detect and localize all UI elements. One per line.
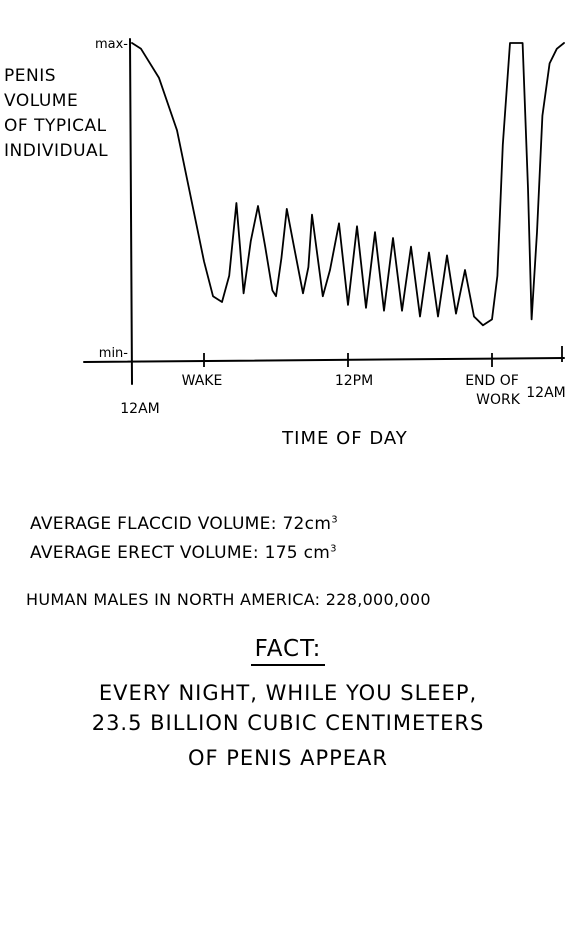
x-tick-label-end-of-work: END OF: [465, 373, 519, 389]
x-tick-label-noon: 12PM: [335, 373, 373, 389]
stat-erect-unit: cm: [303, 543, 331, 563]
stat-erect: AVERAGE ERECT VOLUME: 175 cm3: [30, 543, 337, 563]
y-axis-label-line-2: VOLUME: [4, 91, 79, 111]
y-axis-line: [129, 38, 133, 385]
stat-erect-exp: 3: [330, 543, 337, 555]
y-axis-label-line-1: PENIS: [4, 66, 57, 86]
x-axis-line: [83, 357, 565, 363]
y-tick-max: max-: [95, 37, 128, 52]
chart-axes: [83, 38, 565, 385]
x-tick-label-wake: WAKE: [182, 373, 223, 389]
fact-line-1: EVERY NIGHT, WHILE YOU SLEEP,: [98, 681, 478, 705]
fact-title-text: FACT:: [250, 636, 326, 666]
y-axis-label-line-3: OF TYPICAL: [4, 116, 107, 136]
stat-flaccid-label: AVERAGE FLACCID VOLUME:: [30, 514, 277, 534]
x-axis-label: TIME OF DAY: [281, 428, 408, 449]
stat-flaccid-unit: cm: [304, 514, 332, 534]
stat-males: HUMAN MALES IN NORTH AMERICA: 228,000,00…: [26, 590, 431, 609]
chart-series: [131, 42, 565, 327]
stat-erect-label: AVERAGE ERECT VOLUME:: [30, 543, 259, 563]
stat-flaccid-value: 72: [282, 514, 305, 534]
fact-title: FACT:: [0, 636, 576, 666]
stat-flaccid-exp: 3: [331, 514, 338, 526]
fact-line-3: OF PENIS APPEAR: [187, 746, 389, 770]
penis-volume-chart: max-min- 12AM WAKE 12PM END OF WORK 12AM TIME …: [83, 37, 566, 449]
y-tick-min: min-: [99, 346, 129, 361]
y-axis-label-line-4: INDIVIDUAL: [4, 141, 109, 161]
chart-ticks: max-min- 12AM WAKE 12PM END OF WORK 12AM: [95, 37, 566, 417]
x-tick-label-end: 12AM: [526, 385, 565, 401]
fact-line-2: 23.5 BILLION CUBIC CENTIMETERS: [91, 711, 485, 735]
x-tick-label-start: 12AM: [120, 401, 159, 417]
stat-erect-value: 175: [264, 543, 298, 563]
x-tick-label-end-of-work-line2: WORK: [476, 392, 521, 408]
series-line-0: [131, 42, 565, 327]
stat-flaccid: AVERAGE FLACCID VOLUME: 72cm3: [30, 514, 338, 534]
